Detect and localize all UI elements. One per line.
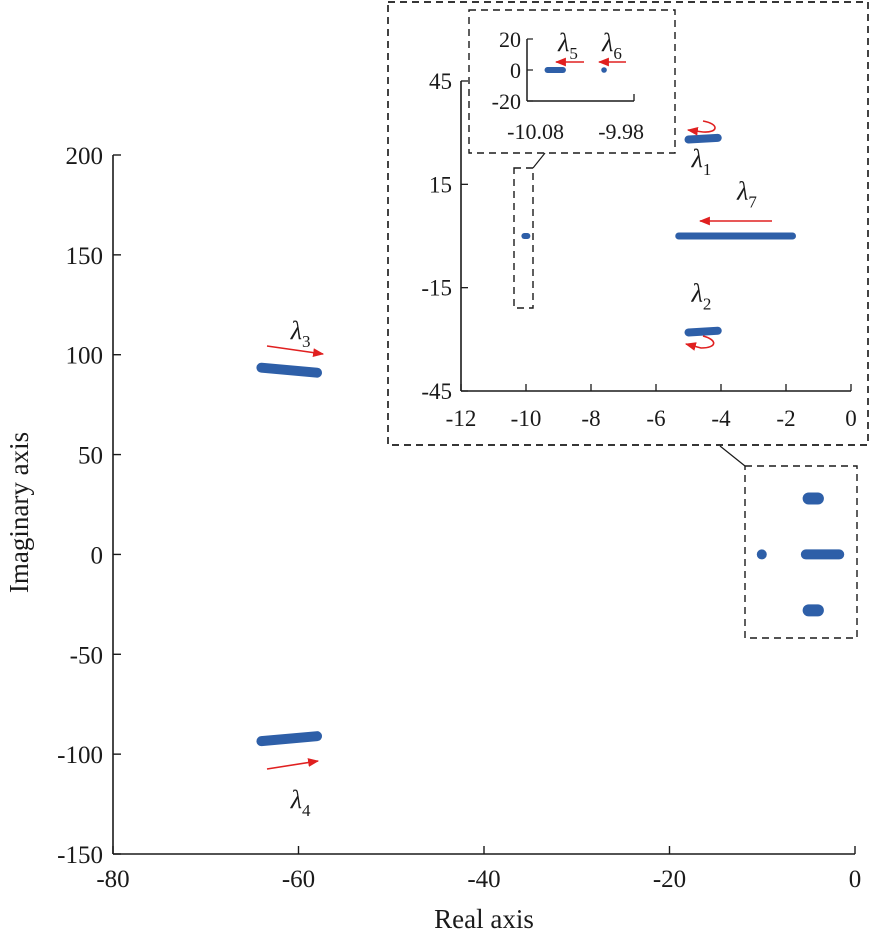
zoom-inset-border bbox=[387, 1, 869, 446]
main-y-tick-label: -150 bbox=[57, 842, 103, 869]
label-lambda4: λ4 bbox=[290, 785, 311, 820]
zoom-y-tick-label: 15 bbox=[429, 172, 452, 197]
main-x-axis-title: Real axis bbox=[434, 904, 534, 934]
locus-lambda4 bbox=[256, 731, 323, 747]
zoom-x-tick-label: -6 bbox=[646, 406, 665, 431]
zoom-x-tick-label: -2 bbox=[776, 406, 795, 431]
zoom2-point-lambda6 bbox=[601, 67, 607, 73]
zoom-y-tick-label: -15 bbox=[421, 276, 452, 301]
main-x-tick-label: -40 bbox=[467, 866, 500, 893]
main-y-tick-label: 100 bbox=[66, 343, 104, 370]
main-y-tick-label: 200 bbox=[66, 143, 104, 170]
locus-lambda3 bbox=[256, 362, 323, 378]
zoom-x-tick-label: -10 bbox=[511, 406, 542, 431]
main-y-tick-label: -100 bbox=[57, 742, 103, 769]
zoom2-inset-frame bbox=[468, 9, 676, 154]
arrow-lambda4 bbox=[266, 758, 320, 770]
main-y-tick-label: 50 bbox=[78, 443, 103, 470]
main-x-tick-label: 0 bbox=[849, 866, 862, 893]
zoom2-leader-line bbox=[532, 152, 546, 169]
zoom-leader-line bbox=[719, 445, 746, 467]
zoom-x-tick-label: 0 bbox=[845, 406, 857, 431]
zoom2-x-tick-label: -9.98 bbox=[598, 119, 644, 144]
zoom2-y-tick-label: 20 bbox=[499, 27, 521, 52]
zoom-locus-lambda1 bbox=[684, 133, 722, 144]
zoom2-y-tick-label: -20 bbox=[492, 89, 521, 114]
zoom-locus-lambda2 bbox=[684, 326, 722, 337]
zoom2-y-tick-label: 0 bbox=[510, 58, 521, 83]
zoom-inset-background bbox=[389, 3, 867, 444]
zoom2-x-tick-label: -10.08 bbox=[507, 119, 564, 144]
zoom-x-tick-label: -12 bbox=[446, 406, 477, 431]
zoom-x-tick-label: -8 bbox=[581, 406, 600, 431]
main-y-tick-label: 150 bbox=[66, 243, 104, 270]
main-y-axis-title: Imaginary axis bbox=[4, 432, 34, 593]
main-x-tick-label: -20 bbox=[653, 866, 686, 893]
arrow-lambda3 bbox=[266, 345, 325, 357]
main-x-tick-label: -60 bbox=[282, 866, 315, 893]
label-lambda3: λ3 bbox=[290, 316, 311, 351]
arrow-lambda2 bbox=[684, 335, 715, 351]
zoom-x-tick-label: -4 bbox=[711, 406, 731, 431]
main-y-tick-label: 0 bbox=[91, 542, 104, 569]
arrow-lambda1 bbox=[686, 120, 716, 136]
main-y-tick-label: -50 bbox=[70, 642, 103, 669]
main-x-tick-label: -80 bbox=[96, 866, 129, 893]
zoom2-region-box bbox=[513, 167, 534, 309]
zoom-region-box bbox=[744, 465, 858, 639]
zoom-y-tick-label: 45 bbox=[429, 69, 452, 94]
zoom-y-tick-label: -45 bbox=[421, 379, 452, 404]
